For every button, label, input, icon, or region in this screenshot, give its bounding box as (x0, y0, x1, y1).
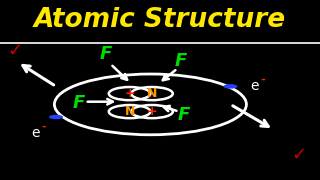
Text: e: e (250, 79, 259, 93)
Text: +: + (124, 87, 135, 100)
Text: N: N (147, 87, 157, 100)
Text: ✓: ✓ (7, 41, 22, 59)
Ellipse shape (223, 84, 237, 89)
Text: F: F (178, 106, 190, 124)
Text: -: - (41, 122, 45, 132)
Text: F: F (72, 94, 84, 112)
Text: N: N (124, 105, 135, 118)
Text: Atomic Structure: Atomic Structure (34, 7, 286, 33)
Text: F: F (175, 52, 187, 70)
Text: -: - (260, 75, 265, 85)
Text: ✓: ✓ (292, 146, 307, 164)
Text: e: e (31, 126, 39, 140)
Text: F: F (100, 45, 112, 63)
Ellipse shape (49, 115, 63, 119)
Text: +: + (147, 105, 157, 118)
